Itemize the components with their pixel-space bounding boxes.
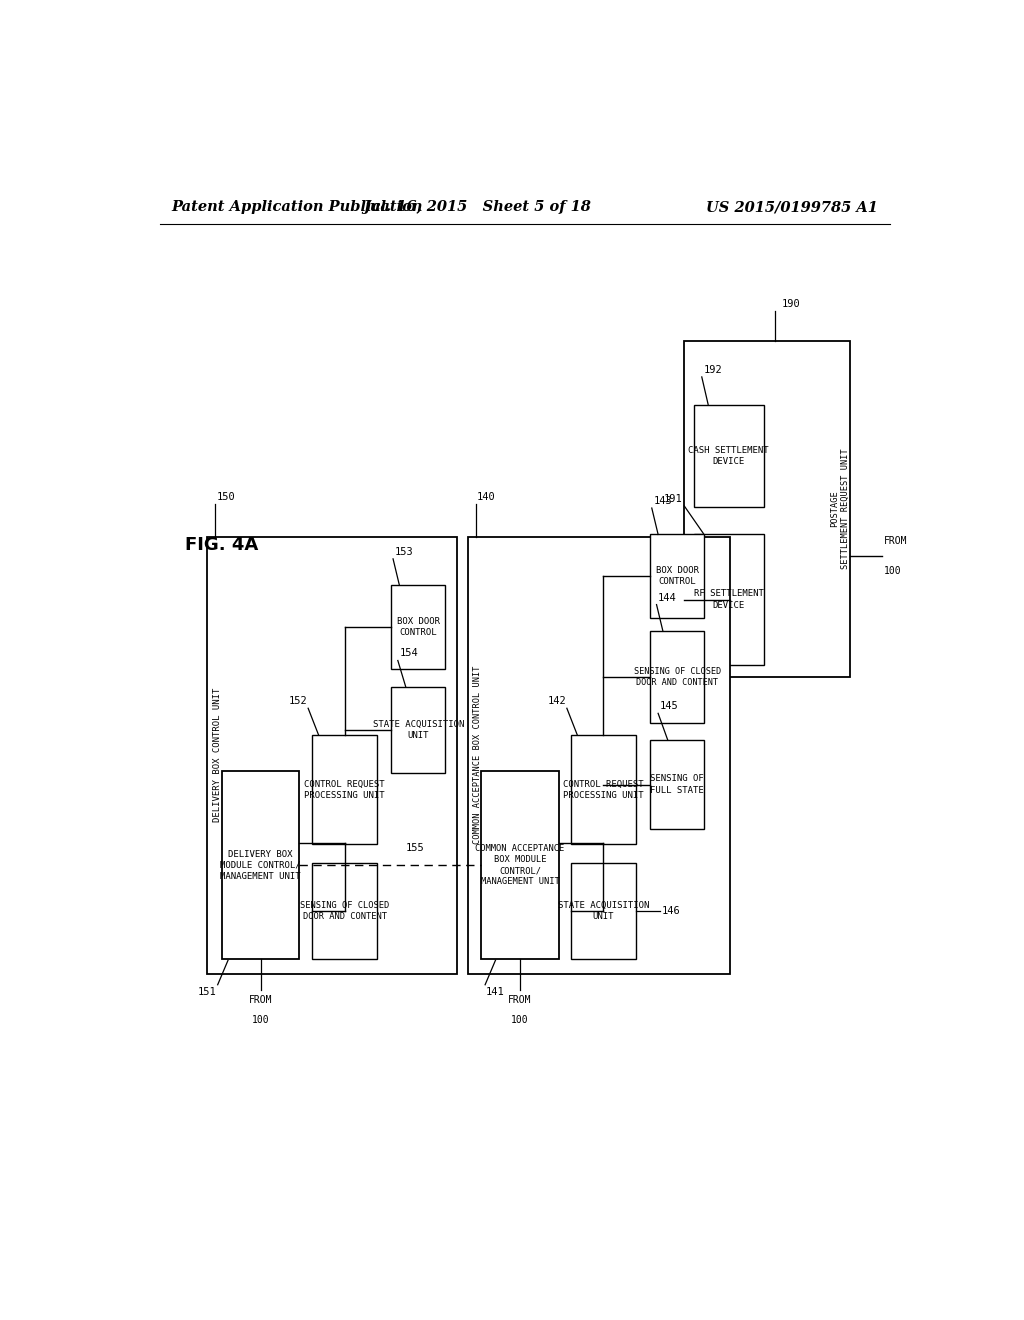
Text: 144: 144 xyxy=(658,593,677,602)
FancyBboxPatch shape xyxy=(391,585,445,669)
Text: 151: 151 xyxy=(198,987,217,997)
FancyBboxPatch shape xyxy=(650,739,705,829)
Text: 190: 190 xyxy=(781,298,801,309)
FancyBboxPatch shape xyxy=(570,735,636,845)
FancyBboxPatch shape xyxy=(221,771,299,960)
FancyBboxPatch shape xyxy=(694,405,764,507)
FancyBboxPatch shape xyxy=(481,771,559,960)
Text: 155: 155 xyxy=(407,843,425,853)
FancyBboxPatch shape xyxy=(312,863,377,960)
FancyBboxPatch shape xyxy=(570,863,636,960)
Text: 100: 100 xyxy=(511,1015,528,1026)
Text: 145: 145 xyxy=(659,701,679,711)
Text: COMMON ACCEPTANCE BOX CONTROL UNIT: COMMON ACCEPTANCE BOX CONTROL UNIT xyxy=(473,665,482,845)
Text: US 2015/0199785 A1: US 2015/0199785 A1 xyxy=(707,201,878,214)
Text: SENSING OF
FULL STATE: SENSING OF FULL STATE xyxy=(650,775,705,795)
Text: FIG. 4A: FIG. 4A xyxy=(185,536,258,553)
Text: 192: 192 xyxy=(703,364,722,375)
Text: STATE ACQUISITION
UNIT: STATE ACQUISITION UNIT xyxy=(373,721,464,741)
FancyBboxPatch shape xyxy=(391,686,445,774)
FancyBboxPatch shape xyxy=(694,535,764,664)
Text: SENSING OF CLOSED
DOOR AND CONTENT: SENSING OF CLOSED DOOR AND CONTENT xyxy=(634,667,721,686)
Text: SENSING OF CLOSED
DOOR AND CONTENT: SENSING OF CLOSED DOOR AND CONTENT xyxy=(300,902,389,921)
Text: CONTROL REQUEST
PROCESSING UNIT: CONTROL REQUEST PROCESSING UNIT xyxy=(563,780,644,800)
Text: POSTAGE
SETTLEMENT REQUEST UNIT: POSTAGE SETTLEMENT REQUEST UNIT xyxy=(829,449,850,569)
Text: FROM: FROM xyxy=(249,995,272,1005)
Text: CONTROL REQUEST
PROCESSING UNIT: CONTROL REQUEST PROCESSING UNIT xyxy=(304,780,385,800)
Text: 100: 100 xyxy=(252,1015,269,1026)
Text: STATE ACQUISITION
UNIT: STATE ACQUISITION UNIT xyxy=(558,902,649,921)
FancyBboxPatch shape xyxy=(207,536,458,974)
Text: COMMON ACCEPTANCE
BOX MODULE
CONTROL/
MANAGEMENT UNIT: COMMON ACCEPTANCE BOX MODULE CONTROL/ MA… xyxy=(475,845,564,887)
Text: FROM: FROM xyxy=(508,995,531,1005)
Text: CASH SETTLEMENT
DEVICE: CASH SETTLEMENT DEVICE xyxy=(688,446,769,466)
Text: Jul. 16, 2015   Sheet 5 of 18: Jul. 16, 2015 Sheet 5 of 18 xyxy=(364,201,591,214)
Text: 150: 150 xyxy=(217,492,236,502)
Text: 141: 141 xyxy=(486,987,505,997)
FancyBboxPatch shape xyxy=(650,631,705,722)
Text: 143: 143 xyxy=(653,496,672,506)
Text: BOX DOOR
CONTROL: BOX DOOR CONTROL xyxy=(397,616,440,638)
Text: BOX DOOR
CONTROL: BOX DOOR CONTROL xyxy=(655,566,698,586)
Text: Patent Application Publication: Patent Application Publication xyxy=(172,201,423,214)
Text: RF SETTLEMENT
DEVICE: RF SETTLEMENT DEVICE xyxy=(694,590,764,610)
Text: 146: 146 xyxy=(663,906,681,916)
Text: 152: 152 xyxy=(289,696,307,706)
Text: DELIVERY BOX CONTROL UNIT: DELIVERY BOX CONTROL UNIT xyxy=(213,688,222,822)
Text: 191: 191 xyxy=(664,494,683,504)
Text: 142: 142 xyxy=(547,696,566,706)
FancyBboxPatch shape xyxy=(650,535,705,618)
Text: FROM: FROM xyxy=(885,536,908,546)
FancyBboxPatch shape xyxy=(312,735,377,845)
Text: DELIVERY BOX
MODULE CONTROL/
MANAGEMENT UNIT: DELIVERY BOX MODULE CONTROL/ MANAGEMENT … xyxy=(220,850,301,880)
Text: 100: 100 xyxy=(885,566,902,576)
FancyBboxPatch shape xyxy=(468,536,729,974)
Text: 153: 153 xyxy=(394,546,414,557)
Text: 140: 140 xyxy=(477,492,496,502)
Text: 154: 154 xyxy=(399,648,418,659)
FancyBboxPatch shape xyxy=(684,342,850,677)
